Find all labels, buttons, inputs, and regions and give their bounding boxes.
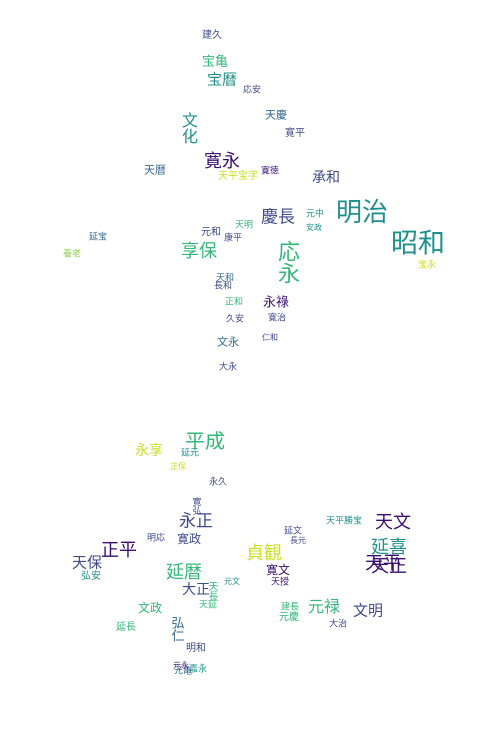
cloud-word: 寛治: [267, 313, 287, 324]
cloud-word: 天平宝字: [218, 171, 258, 182]
cloud-word: 養老: [62, 249, 82, 260]
cloud-word: 天明: [234, 220, 254, 231]
cloud-word: 承和: [312, 170, 340, 186]
cloud-word: 貞観: [246, 543, 282, 564]
cloud-word: 寛永: [204, 151, 240, 172]
cloud-word: 寛政: [176, 532, 202, 546]
cloud-word: 大治: [328, 619, 348, 630]
cloud-word: 平成: [185, 429, 225, 453]
cloud-word: 宝永: [417, 260, 437, 271]
cloud-word: 正保: [170, 462, 186, 471]
cloud-word: 宝暦: [206, 70, 238, 89]
cloud-word: 応安: [242, 85, 262, 96]
cloud-word: 寛文: [265, 563, 291, 577]
cloud-word: 元文: [224, 577, 240, 586]
cloud-word: 慶長: [261, 207, 295, 228]
cloud-word: 建長: [280, 602, 300, 613]
cloud-word: 享保: [181, 241, 217, 262]
cloud-word: 弘安: [81, 571, 101, 582]
cloud-word: 寛平: [285, 128, 305, 139]
cloud-word: 元和: [201, 227, 221, 238]
cloud-word: 文明: [352, 601, 384, 620]
cloud-word: 元中: [305, 209, 325, 220]
cloud-word: 天平: [365, 553, 401, 574]
cloud-word: 正和: [224, 297, 244, 308]
cloud-word: 天延: [198, 600, 218, 611]
cloud-word: 延暦: [166, 562, 202, 583]
cloud-word: 昭和: [391, 228, 445, 260]
cloud-word: 久安: [225, 314, 245, 325]
cloud-word: 延宝: [88, 232, 108, 243]
cloud-word: 文永: [217, 335, 239, 349]
cloud-word: 延長: [116, 622, 136, 633]
cloud-word: 文化: [179, 112, 198, 144]
cloud-word: 永享: [135, 443, 163, 459]
cloud-word: 康平: [223, 233, 243, 244]
cloud-word: 天長: [206, 581, 217, 601]
cloud-word: 寛弘: [190, 497, 201, 515]
cloud-word: 寛徳: [260, 166, 280, 177]
cloud-word: 天慶: [265, 108, 287, 122]
cloud-word: 明治: [335, 198, 389, 228]
cloud-word: 嘉永: [188, 664, 208, 675]
cloud-word: 長元: [290, 536, 306, 545]
cloud-word: 天暦: [144, 163, 166, 177]
cloud-word: 天正: [371, 556, 407, 577]
cloud-word: 元慶: [279, 612, 299, 623]
cloud-word: 仁和: [262, 333, 278, 342]
cloud-word: 延元: [180, 448, 200, 459]
cloud-word: 弘仁: [168, 616, 184, 642]
cloud-word: 天授: [270, 577, 290, 588]
cloud-word: 天保: [71, 553, 103, 572]
cloud-word: 建久: [202, 30, 222, 41]
cloud-word: 永祿: [262, 295, 290, 311]
cloud-word: 天平勝宝: [325, 516, 363, 527]
cloud-word: 元永: [173, 661, 189, 670]
cloud-word: 大永: [218, 362, 238, 373]
cloud-word: 長和: [213, 281, 233, 292]
cloud-word: 元亀: [173, 666, 193, 677]
cloud-word: 文政: [137, 601, 163, 615]
cloud-word: 延文: [283, 526, 303, 537]
cloud-word: 大正: [182, 582, 210, 598]
cloud-word: 応永: [274, 240, 299, 284]
cloud-word: 天文: [375, 512, 411, 533]
cloud-word: 永久: [208, 477, 228, 488]
cloud-word: 永正: [179, 511, 213, 532]
cloud-word: 明応: [146, 533, 166, 544]
cloud-word: 安政: [306, 223, 322, 232]
cloud-word: 宝亀: [201, 54, 229, 70]
cloud-word: 元禄: [307, 597, 341, 616]
cloud-word: 天和: [215, 273, 235, 284]
cloud-word: 明和: [186, 643, 206, 654]
cloud-word: 正平: [101, 540, 137, 561]
cloud-word: 延喜: [371, 537, 407, 558]
